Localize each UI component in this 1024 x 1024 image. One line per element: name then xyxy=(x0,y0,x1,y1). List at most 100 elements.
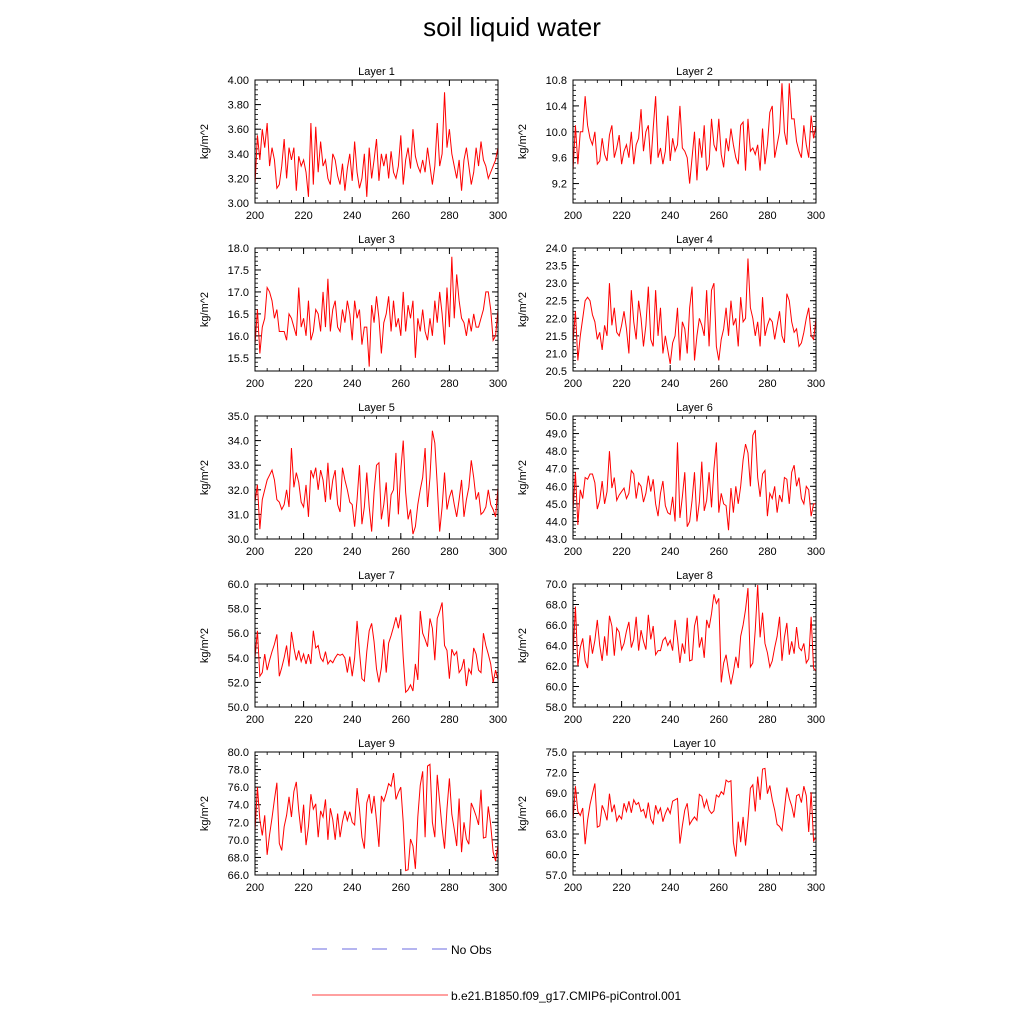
x-tick-label: 220 xyxy=(612,378,630,390)
y-tick-label: 69.0 xyxy=(546,788,567,800)
x-tick-label: 220 xyxy=(294,378,312,390)
x-tick-label: 240 xyxy=(661,378,679,390)
x-tick-label: 260 xyxy=(392,882,410,894)
figure-title: soil liquid water xyxy=(423,12,601,42)
y-tick-label: 72.0 xyxy=(546,768,567,780)
x-tick-label: 200 xyxy=(564,378,582,390)
x-tick-label: 200 xyxy=(564,882,582,894)
y-axis-label: kg/m^2 xyxy=(199,796,211,831)
y-tick-label: 80.0 xyxy=(228,747,249,759)
y-tick-label: 60.0 xyxy=(228,579,249,591)
x-tick-label: 280 xyxy=(440,546,458,558)
panel-8: Layer 8 kg/m^2 200 220 240 260 280 300 58.0 60.0 6… xyxy=(517,570,825,726)
plot-frame xyxy=(572,415,817,540)
y-tick-label: 17.0 xyxy=(228,287,249,299)
x-tick-label: 200 xyxy=(246,378,264,390)
x-tick-label: 280 xyxy=(440,210,458,222)
series-line xyxy=(254,602,499,694)
y-tick-label: 3.20 xyxy=(228,173,249,185)
y-tick-label: 34.0 xyxy=(228,436,249,448)
y-tick-label: 3.60 xyxy=(228,124,249,136)
series-line xyxy=(254,763,499,872)
series-line xyxy=(572,83,817,184)
x-tick-label: 260 xyxy=(710,210,728,222)
series-line xyxy=(572,258,817,365)
panel-title: Layer 6 xyxy=(676,402,713,414)
panel-10: Layer 10 kg/m^2 200 220 240 260 280 300 57.0 60.0… xyxy=(517,738,825,894)
panel-9: Layer 9 kg/m^2 200 220 240 260 280 300 66.0 68.0 7… xyxy=(199,738,507,894)
x-tick-label: 200 xyxy=(564,714,582,726)
series-line xyxy=(254,256,499,367)
panel-title: Layer 8 xyxy=(676,570,713,582)
series-line xyxy=(572,584,817,685)
x-tick-label: 300 xyxy=(807,714,825,726)
plot-frame xyxy=(254,79,499,204)
x-tick-label: 300 xyxy=(807,882,825,894)
y-tick-label: 44.0 xyxy=(546,516,567,528)
y-tick-label: 9.6 xyxy=(552,153,567,165)
y-tick-label: 10.0 xyxy=(546,127,567,139)
legend: No Obs b.e21.B1850.f09_g17.CMIP6-piContro… xyxy=(312,943,681,1003)
x-tick-label: 300 xyxy=(489,546,507,558)
x-tick-label: 260 xyxy=(392,378,410,390)
x-tick-label: 240 xyxy=(661,714,679,726)
y-axis-label: kg/m^2 xyxy=(199,628,211,663)
x-tick-label: 200 xyxy=(564,210,582,222)
y-axis-label: kg/m^2 xyxy=(199,460,211,495)
panel-1: Layer 1 kg/m^2 200 220 240 260 280 300 3.00 3.20 3… xyxy=(199,66,507,222)
y-tick-label: 58.0 xyxy=(546,702,567,714)
y-tick-label: 3.40 xyxy=(228,149,249,161)
y-tick-label: 16.5 xyxy=(228,309,249,321)
panel-title: Layer 3 xyxy=(358,234,395,246)
y-tick-label: 66.0 xyxy=(546,620,567,632)
x-tick-label: 220 xyxy=(294,546,312,558)
x-tick-label: 240 xyxy=(343,378,361,390)
plot-frame xyxy=(572,247,817,372)
panel-title: Layer 5 xyxy=(358,402,395,414)
x-tick-label: 200 xyxy=(246,882,264,894)
plot-frame xyxy=(572,79,817,204)
x-tick-label: 260 xyxy=(392,714,410,726)
panel-title: Layer 10 xyxy=(673,738,716,750)
y-tick-label: 50.0 xyxy=(546,411,567,423)
y-tick-label: 10.4 xyxy=(546,101,567,113)
y-tick-label: 43.0 xyxy=(546,534,567,546)
y-axis-label: kg/m^2 xyxy=(199,292,211,327)
x-tick-label: 240 xyxy=(343,714,361,726)
panel-title: Layer 9 xyxy=(358,738,395,750)
y-tick-label: 22.0 xyxy=(546,313,567,325)
y-tick-label: 30.0 xyxy=(228,534,249,546)
panel-7: Layer 7 kg/m^2 200 220 240 260 280 300 50.0 52.0 5… xyxy=(199,570,507,726)
y-tick-label: 35.0 xyxy=(228,411,249,423)
plot-frame xyxy=(572,751,817,876)
x-tick-label: 220 xyxy=(612,714,630,726)
y-tick-label: 3.00 xyxy=(228,198,249,210)
y-tick-label: 70.0 xyxy=(228,835,249,847)
x-tick-label: 260 xyxy=(710,546,728,558)
y-tick-label: 49.0 xyxy=(546,429,567,441)
x-tick-label: 240 xyxy=(343,882,361,894)
y-tick-label: 31.0 xyxy=(228,509,249,521)
series-line xyxy=(572,767,817,857)
y-tick-label: 17.5 xyxy=(228,265,249,277)
legend-label-no-obs: No Obs xyxy=(451,943,492,957)
y-tick-label: 9.2 xyxy=(552,179,567,191)
y-tick-label: 60.0 xyxy=(546,850,567,862)
y-axis-label: kg/m^2 xyxy=(517,292,529,327)
y-tick-label: 66.0 xyxy=(546,809,567,821)
y-tick-label: 54.0 xyxy=(228,653,249,665)
series-line xyxy=(254,92,499,197)
y-tick-label: 48.0 xyxy=(546,446,567,458)
legend-label-model: b.e21.B1850.f09_g17.CMIP6-piControl.001 xyxy=(451,989,681,1003)
y-tick-label: 20.5 xyxy=(546,366,567,378)
x-tick-label: 200 xyxy=(246,546,264,558)
x-tick-label: 300 xyxy=(489,210,507,222)
y-axis-label: kg/m^2 xyxy=(517,628,529,663)
y-tick-label: 58.0 xyxy=(228,604,249,616)
y-tick-label: 10.8 xyxy=(546,75,567,87)
y-tick-label: 70.0 xyxy=(546,579,567,591)
x-tick-label: 280 xyxy=(758,714,776,726)
y-tick-label: 16.0 xyxy=(228,331,249,343)
x-tick-label: 220 xyxy=(294,210,312,222)
